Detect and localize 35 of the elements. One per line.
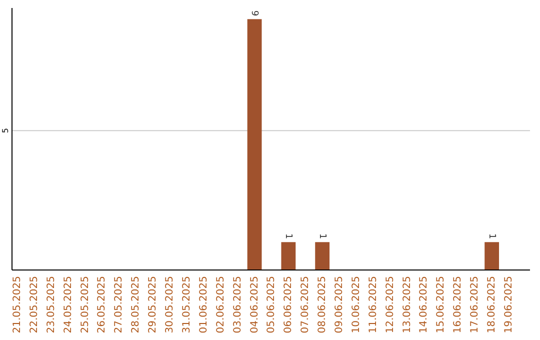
x-tick-label: 10.06.2025	[350, 276, 362, 334]
x-tick-label: 08.06.2025	[317, 276, 328, 334]
y-tick-label: 5	[1, 128, 10, 134]
data-label: 1	[316, 233, 327, 240]
data-label: 1	[486, 233, 496, 240]
x-tick-label: 22.05.2025	[28, 276, 40, 334]
x-tick-label: 04.06.2025	[249, 276, 260, 334]
x-tick-label: 19.06.2025	[503, 276, 514, 334]
x-tick-label: 17.06.2025	[470, 276, 481, 334]
x-tick-label: 26.05.2025	[96, 276, 108, 334]
data-label: 9	[249, 10, 260, 16]
x-tick-label: 02.06.2025	[215, 276, 226, 334]
x-tick-label: 01.06.2025	[198, 276, 210, 334]
x-tick-label: 23.05.2025	[46, 276, 57, 334]
x-tick-label: 15.06.2025	[436, 276, 447, 334]
x-tick-label: 25.05.2025	[80, 276, 91, 334]
x-tick-label: 11.06.2025	[368, 276, 379, 334]
x-tick-label: 24.05.2025	[62, 276, 74, 334]
x-tick-label: 30.05.2025	[164, 276, 176, 334]
x-tick-label: 09.06.2025	[334, 276, 346, 334]
x-tick-label: 05.06.2025	[266, 276, 278, 334]
x-tick-label: 07.06.2025	[300, 276, 312, 334]
data-label: 1	[282, 233, 293, 240]
x-tick-label: 28.05.2025	[130, 276, 142, 334]
x-tick-label: 06.06.2025	[283, 276, 294, 334]
x-tick-label: 03.06.2025	[232, 276, 244, 334]
x-tick-label: 12.06.2025	[384, 276, 396, 334]
x-tick-label: 27.05.2025	[114, 276, 125, 334]
x-tick-label: 21.05.2025	[12, 276, 23, 334]
x-tick-label: 18.06.2025	[486, 276, 498, 334]
x-tick-label: 31.05.2025	[181, 276, 192, 334]
x-tick-label: 14.06.2025	[418, 276, 430, 334]
x-tick-label: 16.06.2025	[452, 276, 464, 334]
x-tick-label: 29.05.2025	[148, 276, 159, 334]
x-tick-label: 13.06.2025	[402, 276, 413, 334]
